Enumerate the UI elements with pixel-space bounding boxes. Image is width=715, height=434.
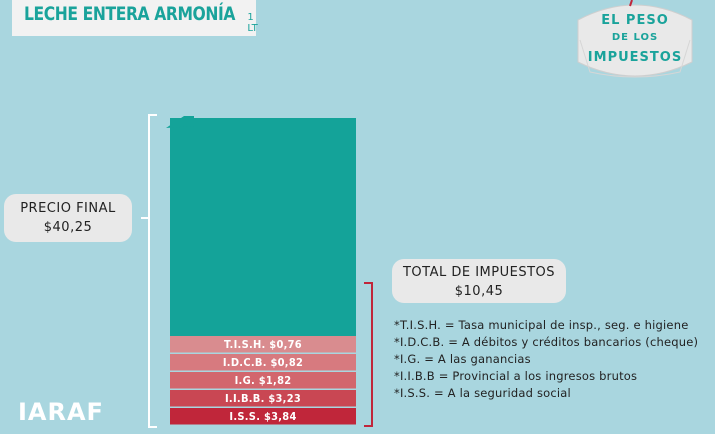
tax-bubble: TOTAL DE IMPUESTOS $10,45	[392, 259, 566, 303]
bar-tax-segment	[170, 354, 356, 371]
title-box: LECHE ENTERA ARMONÍA 1 LT	[12, 0, 258, 36]
chart-title: LECHE ENTERA ARMONÍA	[24, 2, 236, 25]
abbreviation-notes: *T.I.S.H. = Tasa municipal de insp., seg…	[394, 317, 698, 402]
bar-top-notch	[166, 116, 194, 128]
note-item: *T.I.S.H. = Tasa municipal de insp., seg…	[394, 318, 689, 332]
segment-label: I.I.B.B. $3,23	[224, 392, 302, 405]
scale-icon	[577, 0, 693, 78]
tax-value: $10,45	[454, 284, 504, 299]
badge-line1: EL PESO	[601, 13, 669, 28]
chart-title-unit: 1 LT	[247, 11, 258, 34]
segment-label: T.I.S.H. $0,76	[224, 338, 302, 351]
bar-tax-segment	[170, 372, 356, 389]
badge-line3: IMPUESTOS	[587, 50, 683, 65]
segment-label: I.G. $1,82	[234, 374, 292, 387]
iaraf-logo: IARAF	[18, 398, 104, 426]
bar-tax-segment	[170, 390, 356, 407]
bar-base-segment	[170, 118, 356, 336]
price-value: $40,25	[43, 220, 93, 235]
note-item: *I.S.S. = A la seguridad social	[394, 386, 571, 400]
tax-label: TOTAL DE IMPUESTOS	[402, 265, 556, 280]
tax-bracket	[364, 282, 373, 427]
note-item: *I.D.C.B. = A débitos y créditos bancari…	[394, 335, 699, 349]
note-item: *I.G. = A las ganancias	[394, 352, 531, 366]
badge-line2: DE LOS	[611, 32, 659, 43]
tax-weight-badge: EL PESO DE LOS IMPUESTOS	[570, 0, 700, 90]
price-bubble: PRECIO FINAL $40,25	[4, 194, 132, 242]
price-bracket	[141, 114, 157, 428]
stacked-bar-chart	[166, 116, 356, 425]
segment-label: I.D.C.B. $0,82	[222, 356, 304, 369]
bar-tax-segment	[170, 336, 356, 353]
note-item: *I.I.B.B = Provincial a los ingresos bru…	[394, 369, 638, 383]
bar-tax-segment	[170, 408, 356, 425]
segment-label: I.S.S. $3,84	[229, 410, 297, 423]
price-label: PRECIO FINAL	[20, 201, 116, 216]
